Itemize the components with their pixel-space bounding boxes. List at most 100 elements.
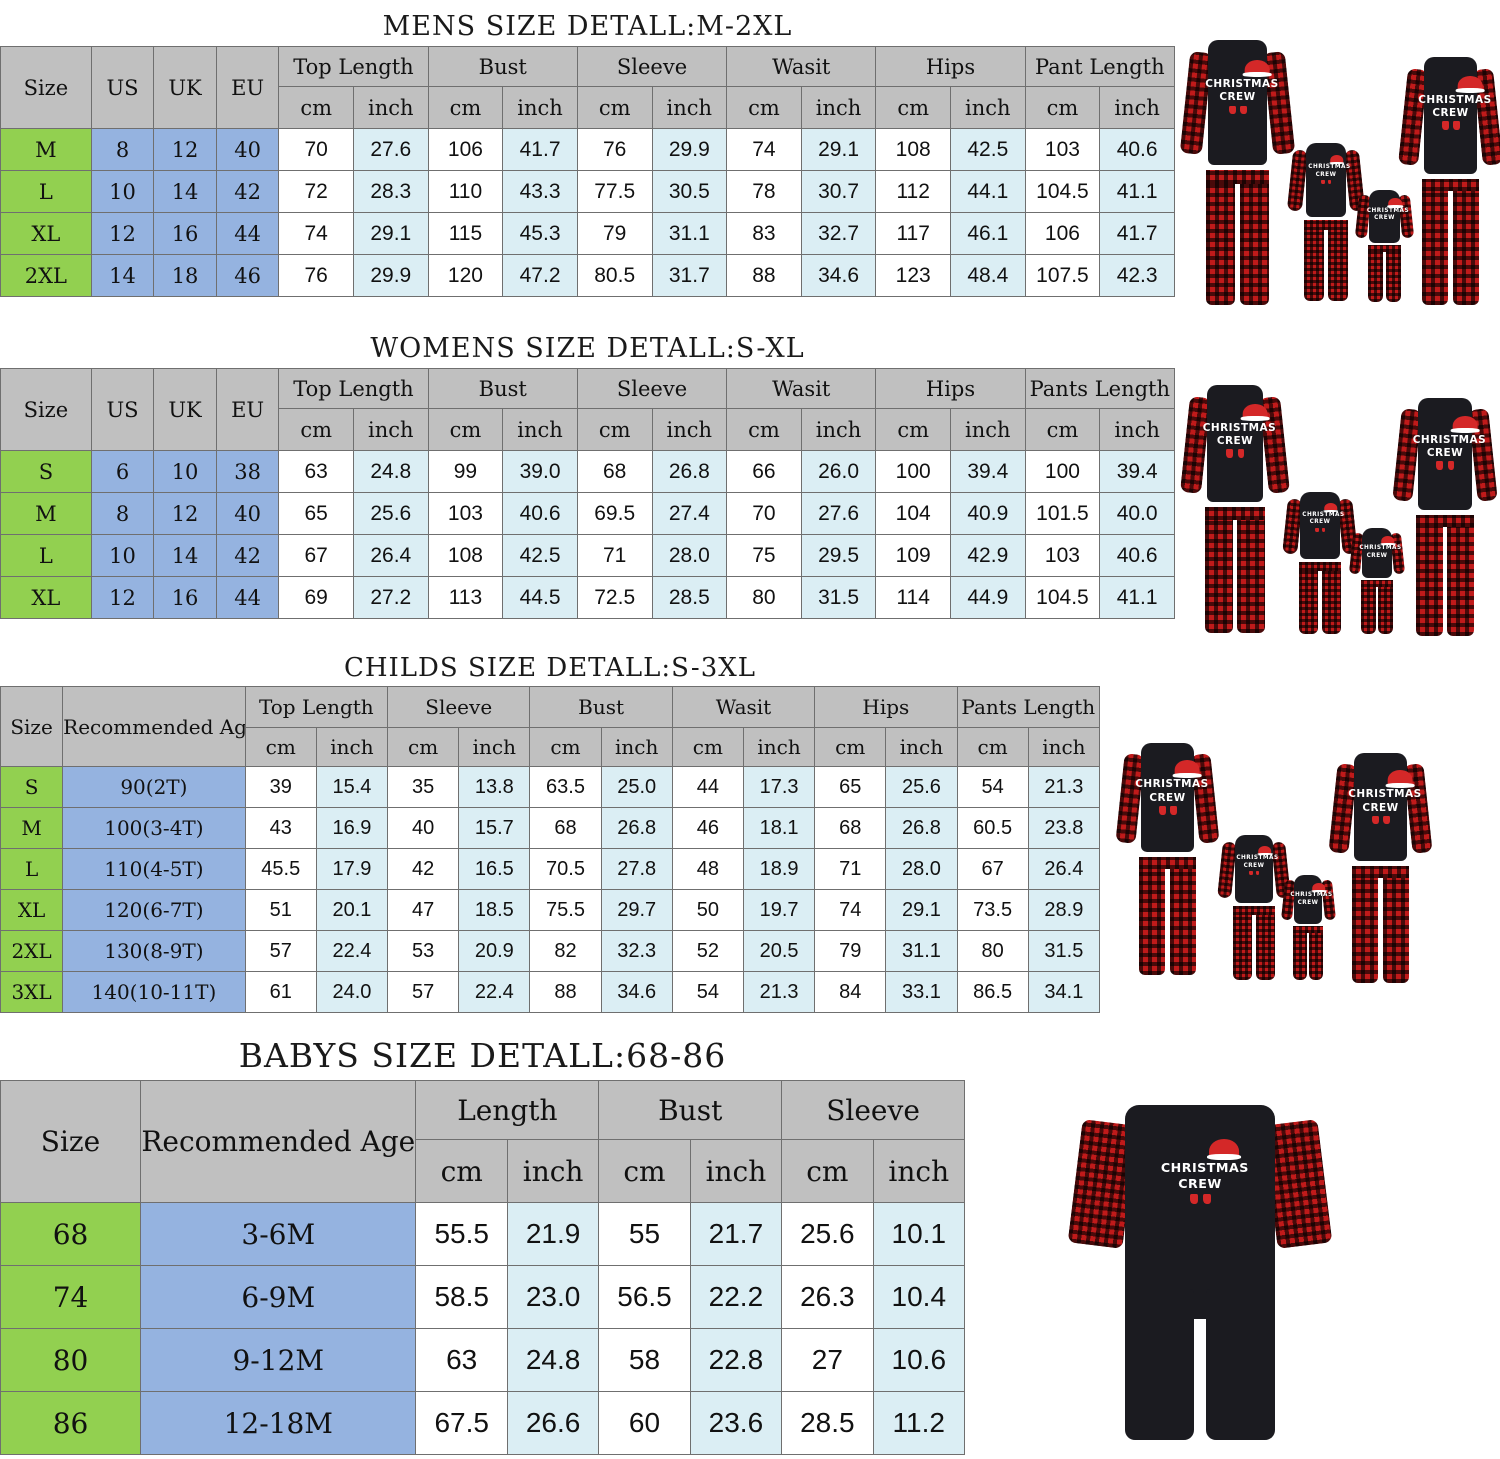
cell-inch: 34.1 (1027, 971, 1101, 1013)
graphic-text-crew: CREW (1149, 791, 1186, 804)
unit-header-cm: cm (278, 86, 354, 129)
cell-cm: 108 (875, 128, 951, 171)
plaid-pant-leg-left (1304, 220, 1325, 301)
graphic-text-christmas: CHRISTMAS (1202, 421, 1277, 434)
pajama-set: CHRISTMAS CREW (1348, 528, 1406, 634)
pajama-pants (1421, 178, 1480, 305)
santa-hat-icon (1450, 415, 1479, 434)
unit-header-inch: inch (800, 86, 877, 129)
cell-standard: 6 (90, 450, 155, 493)
unit-header-cm: cm (726, 86, 802, 129)
graphic-text-christmas: CHRISTMAS (1359, 545, 1402, 552)
plaid-pant-leg-right (1240, 169, 1270, 305)
cell-cm: 57 (387, 971, 460, 1013)
cell-inch: 21.3 (742, 971, 816, 1013)
baby-romper: CHRISTMAS CREW (1067, 1105, 1333, 1440)
cell-inch: 10.6 (872, 1328, 966, 1392)
pajama-set: CHRISTMAS CREW (1180, 385, 1290, 633)
pajama-set: CHRISTMAS CREW (1115, 743, 1220, 975)
graphic-text-christmas: CHRISTMAS (1290, 892, 1333, 899)
pajama-pants (1415, 514, 1475, 636)
santa-hat-icon (1323, 502, 1339, 512)
cell-inch: 34.6 (600, 971, 673, 1013)
graphic-text-christmas: CHRISTMAS (1236, 855, 1279, 862)
christmas-crew-graphic: CHRISTMAS CREW (1413, 415, 1486, 471)
pant-waistband (1292, 926, 1324, 934)
column-group-top-length: Top Length (278, 368, 429, 409)
column-group-wasit: Wasit (726, 368, 877, 409)
unit-header-cm: cm (278, 408, 354, 451)
cell-standard: 3-6M (140, 1202, 417, 1266)
cell-cm: 83 (726, 212, 802, 255)
table-row: 74 6-9M 58.5 23.0 56.5 22.2 26.3 10.4 (0, 1265, 966, 1329)
cell-cm: 71 (814, 848, 887, 890)
cell-inch: 26.4 (1027, 848, 1101, 890)
cell-inch: 19.7 (742, 889, 816, 931)
cell-cm: 58 (598, 1328, 691, 1392)
cell-cm: 80.5 (576, 254, 653, 297)
cell-inch: 22.4 (315, 930, 389, 972)
cell-inch: 28.9 (1027, 889, 1101, 931)
cell-inch: 27.2 (352, 576, 429, 619)
unit-header-cm: cm (726, 408, 802, 451)
cell-cm: 56.5 (598, 1265, 691, 1329)
christmas-crew-graphic: CHRISTMAS CREW (1290, 882, 1333, 906)
cell-cm: 63 (278, 450, 354, 493)
column-group-hips: Hips (875, 368, 1026, 409)
cell-standard: 46 (215, 254, 280, 297)
unit-header-cm: cm (598, 1139, 691, 1203)
cell-cm: 55 (598, 1202, 691, 1266)
santa-hat-icon (1243, 59, 1272, 78)
cell-cm: 53 (387, 930, 460, 972)
cell-standard: 8 (90, 128, 155, 171)
column-group-pants-length: Pants Length (1024, 368, 1176, 409)
pajama-pants (1292, 926, 1324, 980)
cell-cm: 61 (244, 971, 317, 1013)
pajama-top: CHRISTMAS CREW (1359, 528, 1402, 578)
santa-hat-icon (1257, 845, 1273, 856)
pajama-pants (1304, 220, 1348, 301)
unit-header-cm: cm (576, 86, 653, 129)
cell-standard: 12 (90, 576, 155, 619)
pant-waistband (1415, 514, 1475, 528)
cell-standard: 14 (153, 170, 217, 213)
cell-standard: 120(6-7T) (62, 889, 246, 931)
table-header-group-row: Size Recommended Age Top Length Sleeve Bust W… (0, 686, 1101, 767)
santa-hat-icon (1387, 198, 1403, 208)
cell-cm: 63.5 (529, 766, 602, 808)
cell-cm: 103 (1024, 128, 1101, 171)
cell-cm: 28.5 (781, 1391, 874, 1455)
cell-inch: 23.8 (1027, 807, 1101, 849)
column-group-sleeve: Sleeve (576, 46, 728, 87)
table-header-group-row: Size US UK EU Top Length Bust Sleeve Wasit Hips P… (0, 368, 1176, 451)
cell-standard: 100(3-4T) (62, 807, 246, 849)
cell-inch: 34.6 (800, 254, 877, 297)
pajama-top: CHRISTMAS CREW (1305, 143, 1350, 218)
cell-standard: 44 (215, 576, 280, 619)
cell-inch: 31.5 (1027, 930, 1101, 972)
table-row: XL 120(6-7T) 51 20.1 47 18.5 75.5 29.7 50 19.7 74 2… (0, 889, 1101, 931)
unit-header-cm: cm (1024, 86, 1101, 129)
table-header-unit-row: cm inch cm inch cm inch cm inch cm inch cm inch (1, 86, 1175, 129)
cell-cm: 123 (875, 254, 951, 297)
cell-cm: 88 (726, 254, 802, 297)
santa-hat-icon (1329, 154, 1345, 165)
cell-inch: 44.1 (950, 170, 1026, 213)
table-header-group-row: Size US UK EU Top Length Bust Sleeve Wasit Hips P… (0, 46, 1176, 129)
column-group-pants-length: Pants Length (956, 686, 1101, 728)
cell-standard: 10 (90, 534, 155, 577)
unit-header-inch: inch (1027, 727, 1101, 767)
cell-cm: 79 (814, 930, 887, 972)
cell-size: M (0, 128, 92, 171)
cell-size: M (0, 807, 64, 849)
cell-inch: 15.4 (315, 766, 389, 808)
graphic-text-crew: CREW (1297, 899, 1319, 906)
cell-cm: 58.5 (415, 1265, 508, 1329)
graphic-text-christmas: CHRISTMAS (1418, 93, 1492, 106)
cell-cm: 114 (875, 576, 951, 619)
column-group-sleeve: Sleeve (576, 368, 728, 409)
column-group-sleeve: Sleeve (781, 1080, 965, 1140)
cell-inch: 43.3 (502, 170, 578, 213)
cell-inch: 28.0 (885, 848, 958, 890)
cell-inch: 30.7 (800, 170, 877, 213)
